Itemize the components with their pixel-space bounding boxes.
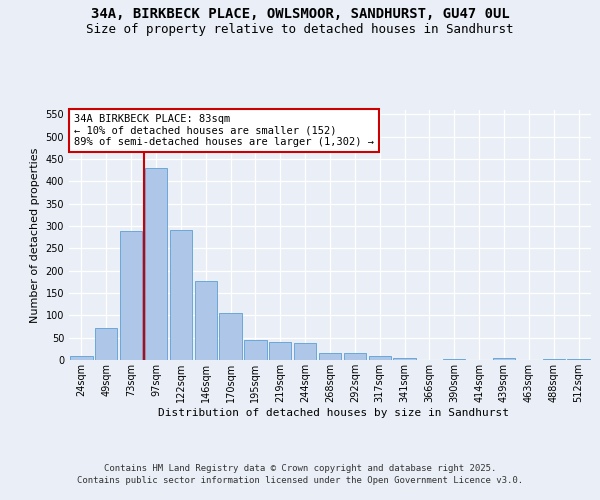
Bar <box>319 353 341 360</box>
Bar <box>145 168 167 360</box>
Bar <box>244 340 266 360</box>
Bar <box>269 342 292 360</box>
Text: Contains public sector information licensed under the Open Government Licence v3: Contains public sector information licen… <box>77 476 523 485</box>
Bar <box>493 358 515 360</box>
Text: 34A BIRKBECK PLACE: 83sqm
← 10% of detached houses are smaller (152)
89% of semi: 34A BIRKBECK PLACE: 83sqm ← 10% of detac… <box>74 114 374 147</box>
Text: 34A, BIRKBECK PLACE, OWLSMOOR, SANDHURST, GU47 0UL: 34A, BIRKBECK PLACE, OWLSMOOR, SANDHURST… <box>91 8 509 22</box>
Bar <box>394 358 416 360</box>
Bar <box>170 230 192 360</box>
Y-axis label: Number of detached properties: Number of detached properties <box>30 148 40 322</box>
Bar <box>294 342 316 360</box>
Bar <box>120 232 142 360</box>
Bar <box>344 354 366 360</box>
Text: Size of property relative to detached houses in Sandhurst: Size of property relative to detached ho… <box>86 22 514 36</box>
Bar <box>220 312 242 360</box>
Bar <box>368 356 391 360</box>
Bar <box>70 356 92 360</box>
Bar <box>542 358 565 360</box>
Text: Distribution of detached houses by size in Sandhurst: Distribution of detached houses by size … <box>158 408 509 418</box>
Bar <box>194 280 217 360</box>
Bar <box>443 358 466 360</box>
Bar <box>95 328 118 360</box>
Text: Contains HM Land Registry data © Crown copyright and database right 2025.: Contains HM Land Registry data © Crown c… <box>104 464 496 473</box>
Bar <box>568 359 590 360</box>
